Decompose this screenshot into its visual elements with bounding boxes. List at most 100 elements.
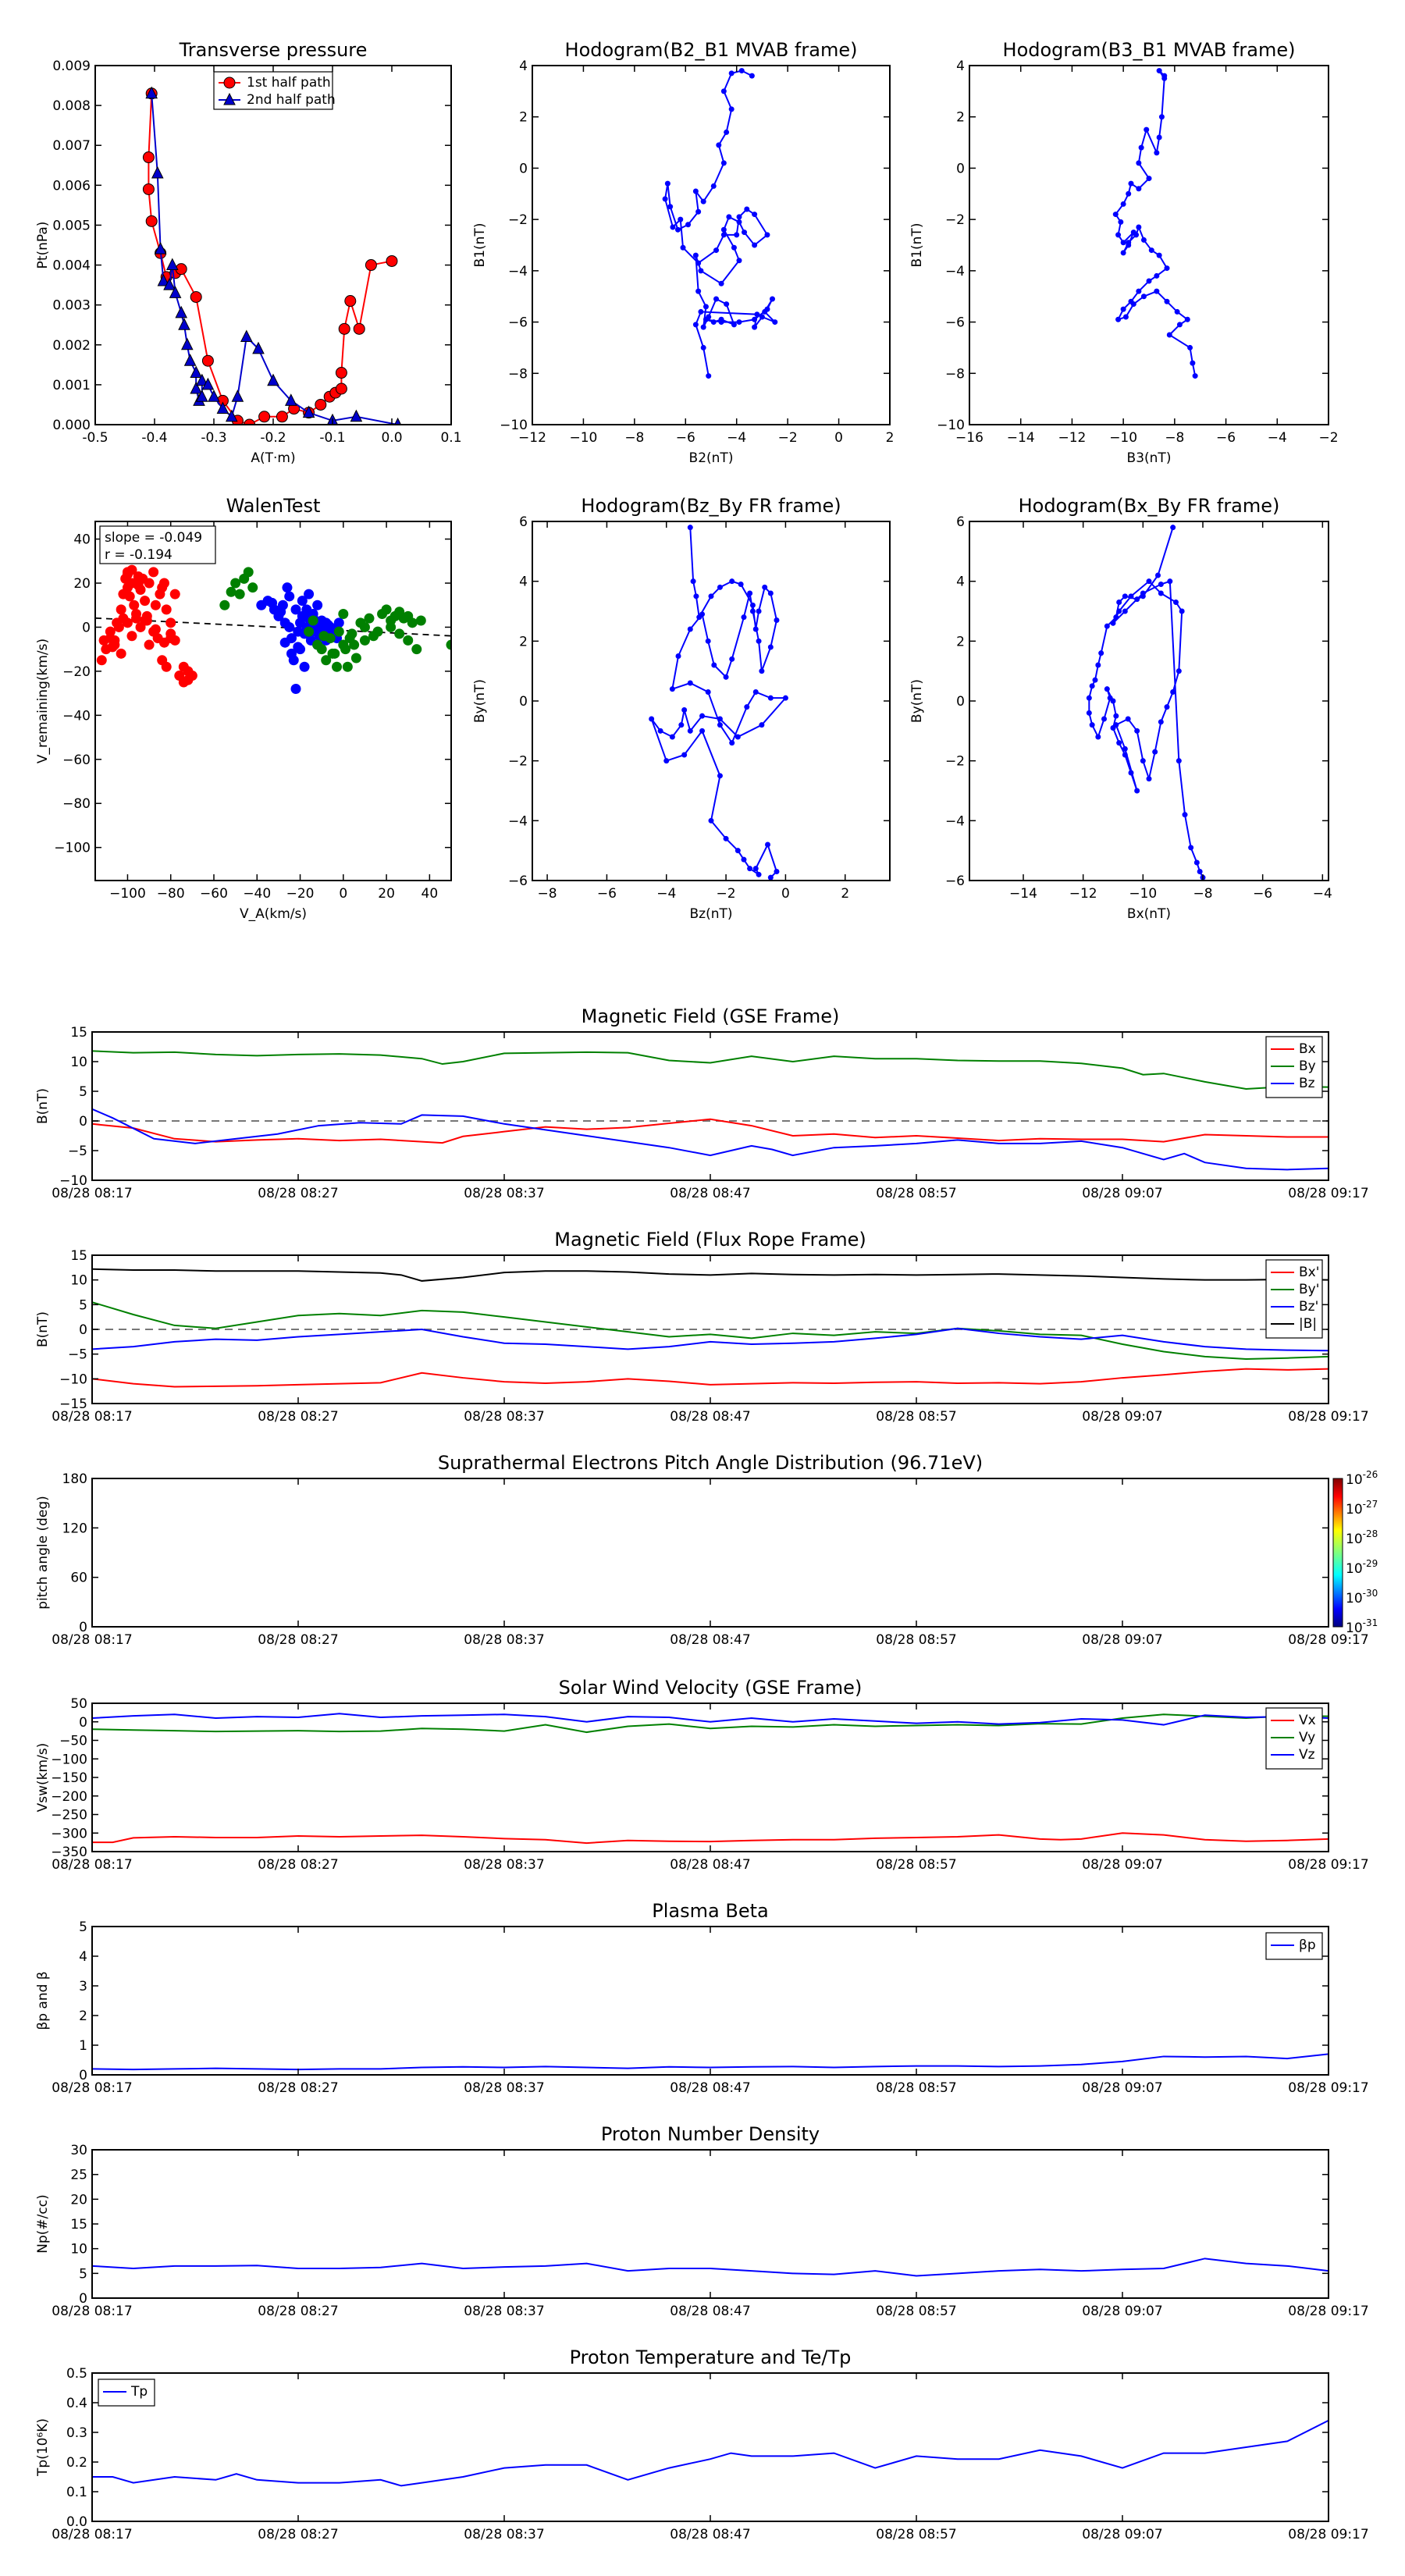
chart-transverse_pressure: -0.5 -0.4 -0.3 -0.2 -0.1 0.0 0.1 0.000 0.001 0.00… [35, 39, 462, 466]
data-point [700, 198, 706, 205]
chart-title: Plasma Beta [652, 1900, 768, 1922]
chart-hodogram_bx_by: −14 −12 −10 −8 −6 −4 −6 −4 −2 0 2 4 6 Hodogram(Bx_By … [909, 495, 1332, 922]
x-tick-label: −2 [1318, 430, 1338, 446]
data-point [190, 381, 203, 394]
chart-walen_test: −100 −80 −60 −40 −20 0 20 40 −100 −80 −60 −40 −20 0 20… [35, 495, 452, 922]
series-line-By' [92, 1301, 1329, 1361]
plot-frame [532, 65, 891, 425]
x-tick-label: −16 [955, 430, 984, 446]
plot-frame [91, 1703, 1329, 1852]
x-tick-label: 08/28 08:37 [464, 1409, 544, 1425]
data-point [258, 411, 271, 423]
y-tick-label: 0.004 [52, 258, 91, 274]
chart-mag_fr: 08/28 08:17 08/28 08:27 08/28 08:37 08/28 0… [35, 1229, 1369, 1425]
data-point [690, 578, 696, 585]
x-axis-label: A(T·m) [251, 450, 295, 466]
data-point [163, 277, 176, 290]
data-point [282, 582, 293, 593]
data-point [142, 183, 155, 195]
data-point [678, 216, 684, 222]
chart-title: Hodogram(B2_B1 MVAB frame) [565, 39, 858, 61]
y-tick-label: 30 [70, 2143, 87, 2158]
plot-frame [91, 1031, 1329, 1181]
data-point [1146, 776, 1152, 782]
chart-hodogram_b2_b1: −12 −10 −8 −6 −4 −2 0 2−10−8−6−4−2024Hodogram(B… [472, 39, 894, 466]
data-point [759, 668, 765, 674]
x-tick-label: −2 [778, 430, 798, 446]
y-tick-label: −300 [51, 1826, 87, 1841]
data-point [752, 626, 759, 632]
data-point [161, 661, 172, 672]
data-point [767, 695, 774, 701]
y-tick-label: 0 [79, 1114, 87, 1130]
data-point [669, 734, 675, 740]
data-point [165, 258, 179, 271]
data-point [662, 196, 668, 202]
data-point [1122, 752, 1128, 758]
data-point [736, 219, 742, 225]
x-tick-label: 08/28 08:57 [876, 2304, 956, 2319]
data-point [1116, 600, 1122, 605]
data-point [144, 578, 155, 589]
y-axis-label: B1(nT) [472, 223, 488, 268]
legend: Bx' By' Bz'|B| [1265, 1259, 1323, 1339]
data-point [752, 242, 758, 248]
y-tick-label: 0.001 [52, 378, 91, 393]
legend: Vx Vy Vz [1265, 1707, 1323, 1770]
y-tick-label: −4 [508, 264, 528, 279]
data-point [720, 160, 727, 166]
x-axis-label: Bx(nT) [1127, 906, 1171, 922]
x-tick-label: -0.4 [141, 430, 167, 446]
data-point [657, 728, 663, 734]
data-point [695, 288, 702, 294]
data-point [301, 604, 312, 615]
data-point [1122, 608, 1128, 614]
chart-title: Hodogram(Bx_By FR frame) [1019, 495, 1280, 517]
x-tick-label: -0.5 [82, 430, 108, 446]
x-tick-label: 08/28 08:27 [258, 2080, 338, 2096]
y-tick-label: 5 [79, 2266, 87, 2282]
data-point [675, 653, 681, 659]
y-tick-label: 0.000 [52, 418, 91, 433]
data-point [752, 866, 759, 872]
x-tick-label: -0.1 [319, 430, 345, 446]
chart-hodogram_bz_by: −8 −6 −4 −2 0 2 −6 −4 −2 0 2 4 6 Hodogram(Bz_By FR fr… [472, 495, 891, 922]
data-point [700, 324, 706, 330]
y-tick-label: −6 [945, 315, 965, 331]
y-tick-label: 5 [79, 1297, 87, 1313]
y-axis-label: βp and β [35, 1971, 51, 2030]
x-tick-label: 08/28 09:17 [1288, 2304, 1368, 2319]
y-tick-label: 0 [79, 2068, 87, 2083]
data-point [764, 232, 770, 238]
data-point [1156, 252, 1162, 258]
data-point [359, 621, 370, 632]
data-point [1148, 247, 1154, 254]
chart-title: Magnetic Field (Flux Rope Frame) [554, 1229, 866, 1251]
x-tick-label: 40 [422, 886, 439, 902]
data-point [126, 564, 137, 575]
data-point [157, 273, 170, 286]
x-tick-label: −12 [518, 430, 546, 446]
y-tick-label: 0 [956, 161, 965, 176]
x-tick-label: 0.1 [440, 430, 461, 446]
chart-proton_temperature: 08/28 08:17 08/28 08:27 08/28 08:37 08/28 0… [35, 2347, 1369, 2542]
x-tick-label: −8 [1165, 430, 1184, 446]
legend-label: Bx [1299, 1041, 1316, 1057]
data-point [681, 752, 688, 758]
data-point [1158, 590, 1164, 596]
data-point [1179, 608, 1185, 614]
y-axis-label: Np(#/cc) [35, 2194, 51, 2253]
data-point [150, 600, 161, 610]
data-point [1140, 294, 1147, 300]
data-point [1170, 525, 1176, 531]
data-point [244, 418, 256, 425]
data-point [1089, 722, 1095, 728]
x-axis-label: Bz(nT) [689, 906, 732, 922]
data-point [394, 607, 405, 617]
data-point [183, 674, 194, 685]
data-point [195, 390, 208, 402]
data-point [702, 304, 709, 310]
data-point [1154, 150, 1160, 156]
data-point [667, 204, 674, 210]
